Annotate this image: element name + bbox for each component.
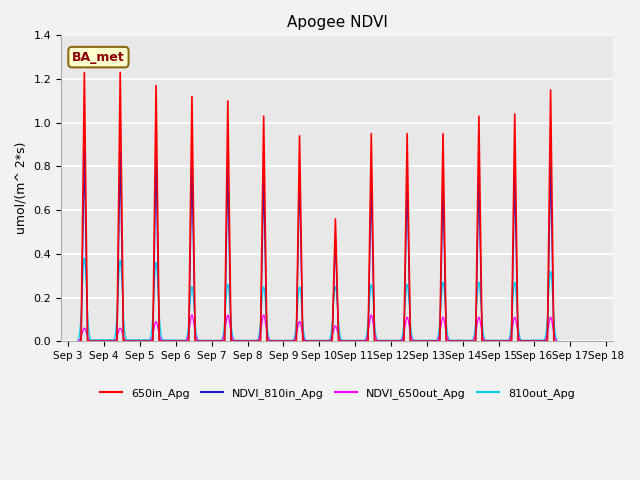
NDVI_810in_Apg [550,338,557,344]
NDVI_810in_Apg [149,338,157,344]
810out_Apg [77,304,85,310]
650in_Apg [149,338,157,344]
NDVI_650out_Apg [77,333,85,339]
NDVI_650out_Apg [74,338,82,344]
Line: 650in_Apg: 650in_Apg [81,72,554,341]
NDVI_650out_Apg [184,334,191,340]
650in_Apg [224,98,232,104]
Title: Apogee NDVI: Apogee NDVI [287,15,388,30]
Legend: 650in_Apg, NDVI_810in_Apg, NDVI_650out_Apg, 810out_Apg: 650in_Apg, NDVI_810in_Apg, NDVI_650out_A… [95,383,579,403]
NDVI_810in_Apg [335,338,342,344]
650in_Apg [188,94,196,99]
650in_Apg [550,338,557,344]
810out_Apg [474,284,482,289]
810out_Apg [225,283,232,289]
650in_Apg [335,338,342,344]
NDVI_650out_Apg [553,338,561,344]
810out_Apg [184,327,192,333]
810out_Apg [182,337,189,343]
NDVI_810in_Apg [188,161,196,167]
Line: NDVI_810in_Apg: NDVI_810in_Apg [81,149,554,341]
NDVI_650out_Apg [83,333,91,339]
NDVI_650out_Apg [188,312,196,318]
810out_Apg [333,293,340,299]
Line: 810out_Apg: 810out_Apg [78,258,557,340]
810out_Apg [553,337,561,343]
Line: NDVI_650out_Apg: NDVI_650out_Apg [78,315,557,341]
NDVI_810in_Apg [478,338,486,344]
650in_Apg [81,70,88,75]
NDVI_810in_Apg [224,164,232,169]
650in_Apg [478,338,486,344]
NDVI_810in_Apg [508,338,515,344]
Text: BA_met: BA_met [72,50,125,64]
NDVI_650out_Apg [333,325,340,331]
650in_Apg [508,338,515,344]
650in_Apg [77,338,85,344]
810out_Apg [81,255,88,261]
Y-axis label: umol/(m^ 2*s): umol/(m^ 2*s) [15,142,28,234]
NDVI_650out_Apg [474,317,482,323]
810out_Apg [74,337,82,343]
NDVI_650out_Apg [225,312,232,318]
NDVI_810in_Apg [81,146,88,152]
NDVI_810in_Apg [77,338,85,344]
810out_Apg [84,308,92,313]
